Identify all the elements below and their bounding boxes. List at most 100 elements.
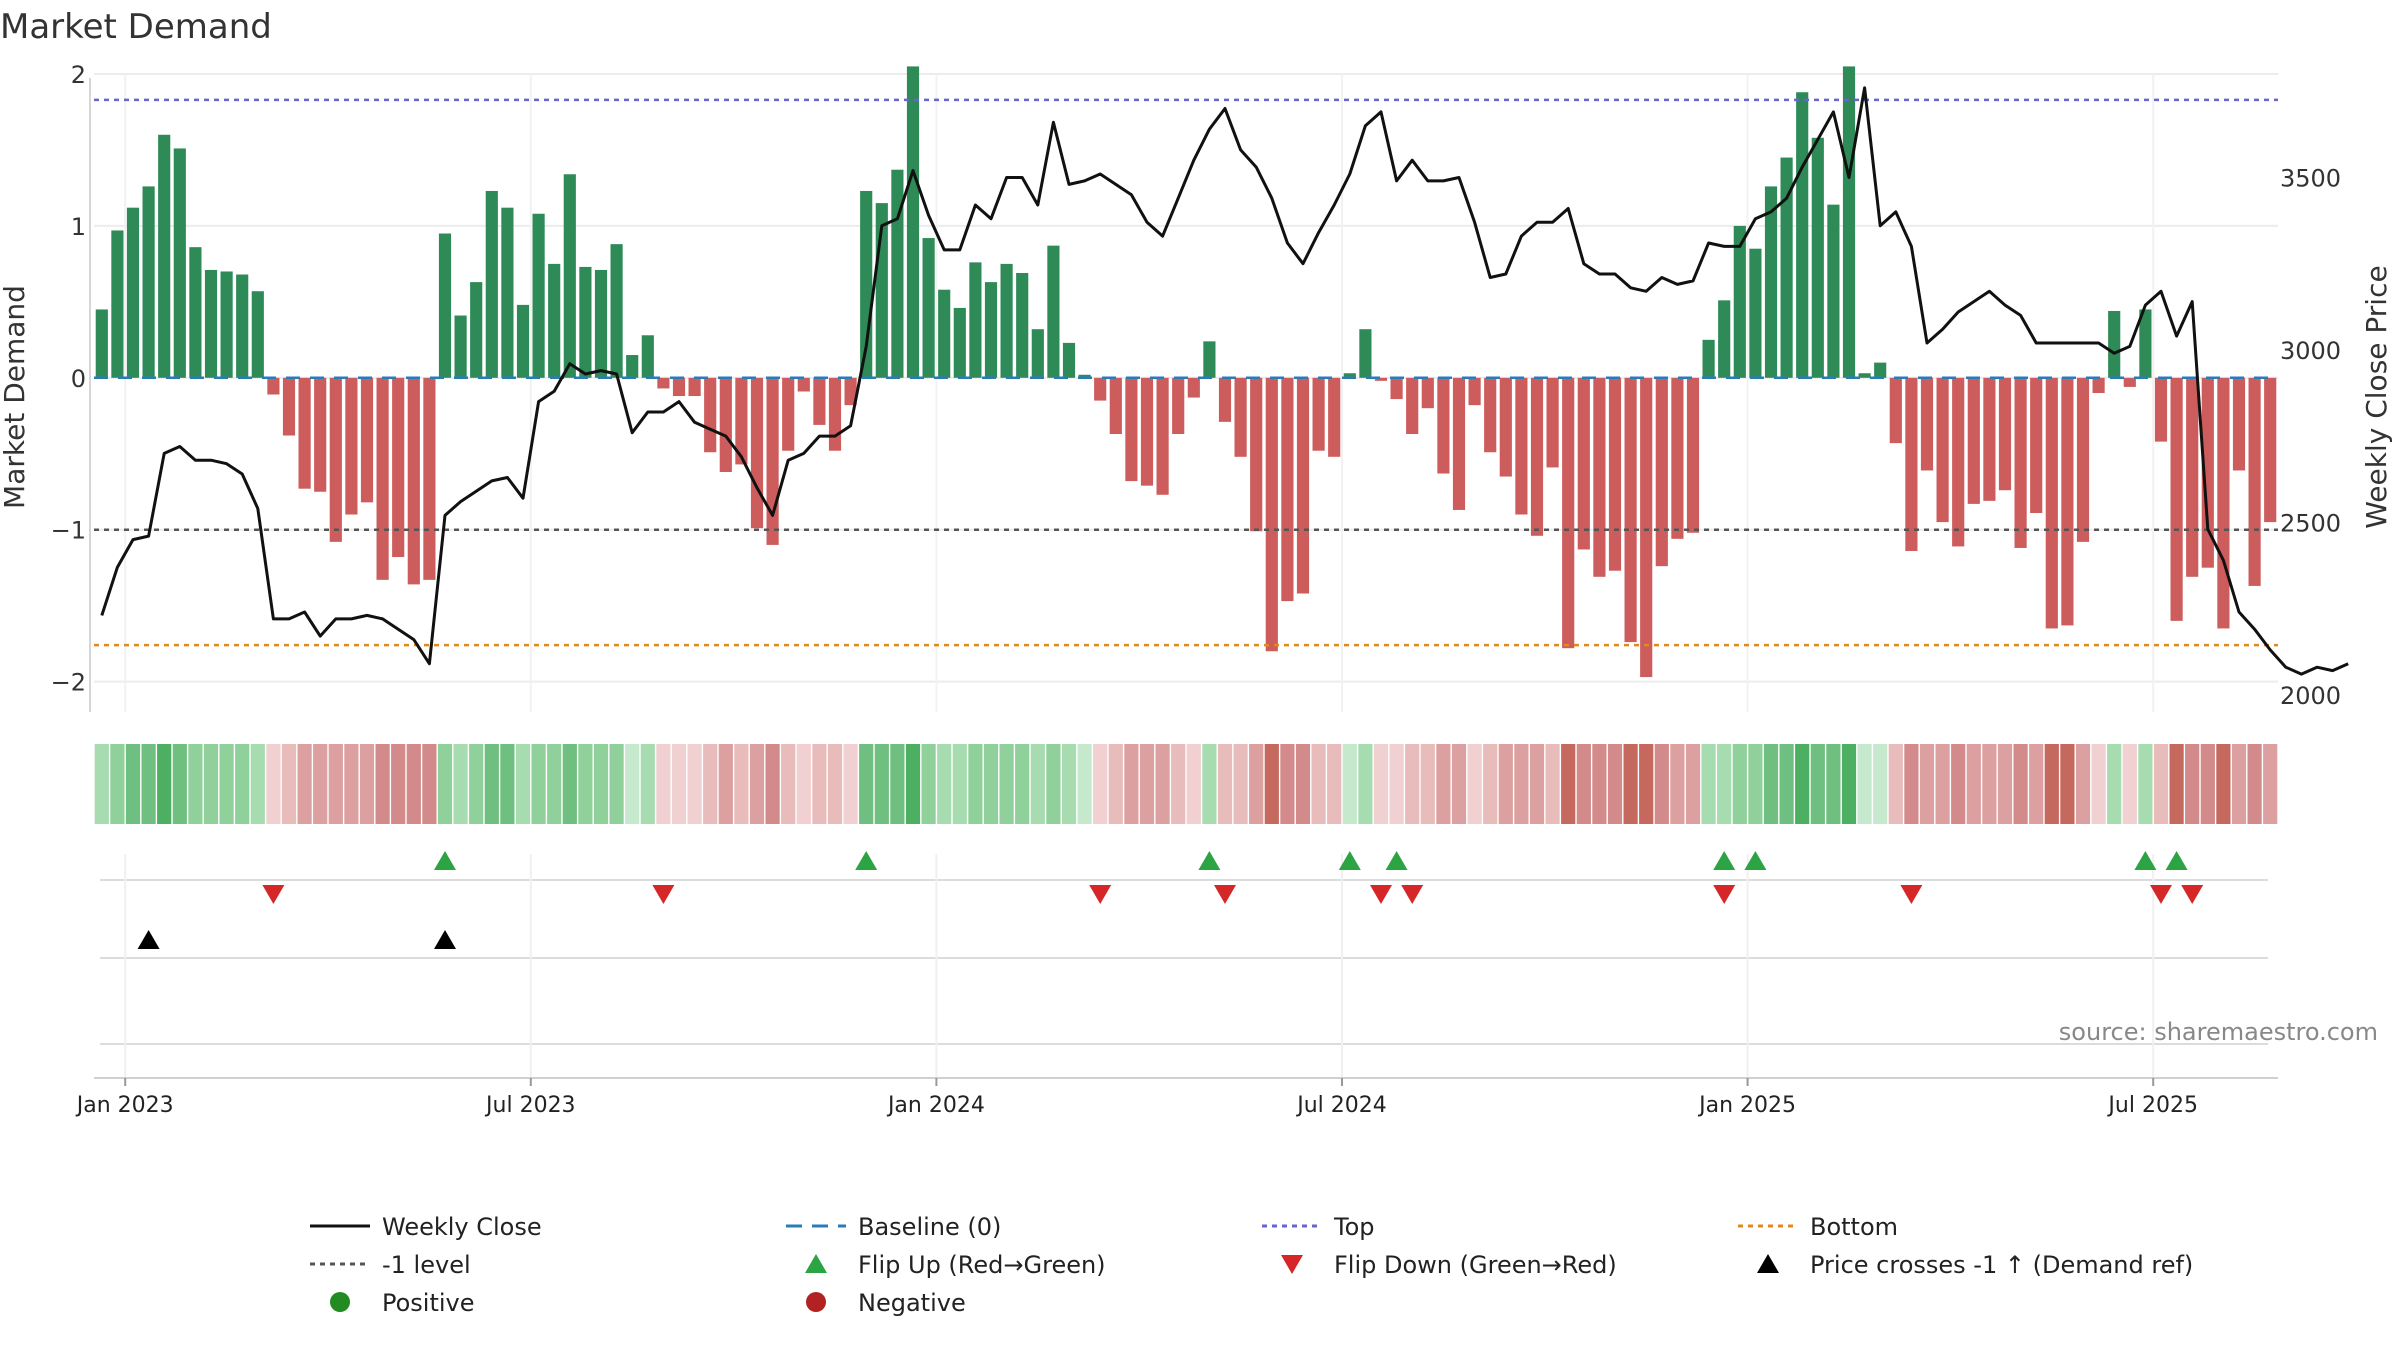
- right-tick-label: 3000: [2280, 337, 2341, 365]
- heat-cell: [1576, 744, 1591, 824]
- heat-cell: [157, 744, 172, 824]
- legend-swatch: [330, 1292, 350, 1312]
- flip-down-marker: [1214, 885, 1236, 904]
- heat-cell: [812, 744, 827, 824]
- flip-down-marker: [652, 885, 675, 904]
- heat-cell: [1327, 744, 1342, 824]
- flip-up-marker: [1385, 851, 1408, 870]
- demand-bar: [1530, 377, 1544, 536]
- heat-cell: [703, 744, 718, 824]
- heat-cell: [203, 744, 219, 824]
- demand-bar: [1406, 377, 1419, 435]
- demand-bar: [1140, 377, 1154, 486]
- demand-bar: [813, 377, 826, 425]
- demand-bar: [126, 207, 140, 378]
- heat-cell: [1779, 744, 1794, 824]
- demand-bar: [1780, 157, 1793, 378]
- heat-cell: [1077, 744, 1092, 824]
- heat-cell: [1529, 744, 1545, 824]
- heat-cell: [1498, 744, 1513, 824]
- demand-bar: [1842, 66, 1856, 378]
- demand-bar: [750, 377, 764, 529]
- demand-bar: [2030, 377, 2043, 514]
- heat-cell: [1919, 744, 1935, 824]
- demand-bar: [2014, 377, 2027, 548]
- heat-cell: [562, 744, 577, 824]
- legend-swatch: [1281, 1255, 1303, 1274]
- heat-cell: [188, 744, 203, 824]
- heat-cell: [1280, 744, 1295, 824]
- demand-bar: [1640, 377, 1653, 678]
- flip-down-marker: [2150, 885, 2172, 904]
- heat-cell: [2044, 744, 2059, 824]
- demand-bar: [1764, 186, 1778, 378]
- legend-item: Baseline (0): [786, 1213, 1001, 1241]
- heat-cell: [2138, 744, 2153, 824]
- flip-up-marker: [2165, 851, 2188, 870]
- legend-label: Baseline (0): [858, 1213, 1001, 1241]
- demand-panel: 2 1 0 −1 −2 3500 3000 2500 2000 Market Demand Week…: [0, 61, 2393, 712]
- chart-title: Market Demand: [0, 7, 272, 47]
- heat-cell: [874, 744, 889, 824]
- heat-cell: [1841, 744, 1857, 824]
- heat-cell: [1732, 744, 1747, 824]
- left-tick-label: −1: [51, 517, 86, 545]
- heat-cell: [890, 744, 905, 824]
- demand-bar: [1172, 377, 1185, 435]
- demand-bar: [1749, 248, 1762, 378]
- heat-cell: [1982, 744, 1997, 824]
- demand-bar: [2061, 377, 2074, 626]
- flip-up-marker: [1198, 851, 1221, 870]
- heat-cell: [937, 744, 952, 824]
- heat-cell: [1545, 744, 1560, 824]
- left-tick-label: −2: [51, 669, 86, 697]
- legend-label: Weekly Close: [382, 1213, 542, 1241]
- heat-cell: [1295, 744, 1311, 824]
- heat-cell: [141, 744, 156, 824]
- heat-cell: [1373, 744, 1389, 824]
- heat-cell: [531, 744, 546, 824]
- heat-cell: [2091, 744, 2106, 824]
- heat-cell: [718, 744, 733, 824]
- heat-cell: [375, 744, 390, 824]
- demand-bar: [766, 377, 779, 545]
- demand-bar: [1359, 329, 1372, 378]
- heat-cell: [1857, 744, 1872, 824]
- heat-cell: [281, 744, 297, 824]
- legend-label: Negative: [858, 1289, 966, 1317]
- legend-swatch: [1757, 1254, 1779, 1273]
- event-markers-panel: source: sharemaestro.com Jan 2023 Jul 2023…: [75, 851, 2378, 1118]
- demand-bar: [2217, 377, 2230, 629]
- demand-bar: [1827, 204, 1840, 378]
- heat-cell: [1202, 744, 1217, 824]
- demand-bar: [1484, 377, 1497, 453]
- demand-bar: [376, 377, 389, 580]
- heat-cell: [406, 744, 421, 824]
- demand-bar: [142, 186, 155, 378]
- demand-bar: [1515, 377, 1528, 515]
- heat-cell: [547, 744, 562, 824]
- heat-cell: [235, 744, 250, 824]
- legend-label: Bottom: [1810, 1213, 1898, 1241]
- heat-cell: [1264, 744, 1279, 824]
- demand-bar: [1655, 377, 1668, 567]
- demand-bar: [1593, 377, 1606, 577]
- demand-bar: [1952, 377, 1965, 547]
- demand-bar: [953, 307, 966, 378]
- heat-cell: [1139, 744, 1155, 824]
- heat-cell: [1342, 744, 1357, 824]
- demand-bar: [1686, 377, 1700, 533]
- demand-bar: [938, 289, 951, 378]
- demand-bar: [1546, 377, 1559, 468]
- heat-cell: [1233, 744, 1248, 824]
- heat-cell: [1951, 744, 1966, 824]
- heat-cell: [1966, 744, 1981, 824]
- demand-bar: [204, 269, 218, 378]
- demand-bar: [1374, 377, 1388, 381]
- heat-cell: [921, 744, 936, 824]
- heat-cell: [1108, 744, 1123, 824]
- heat-cell: [1171, 744, 1186, 824]
- left-tick-label: 0: [71, 365, 86, 393]
- demand-bar: [1936, 377, 1949, 523]
- x-tick-label: Jul 2023: [484, 1093, 576, 1118]
